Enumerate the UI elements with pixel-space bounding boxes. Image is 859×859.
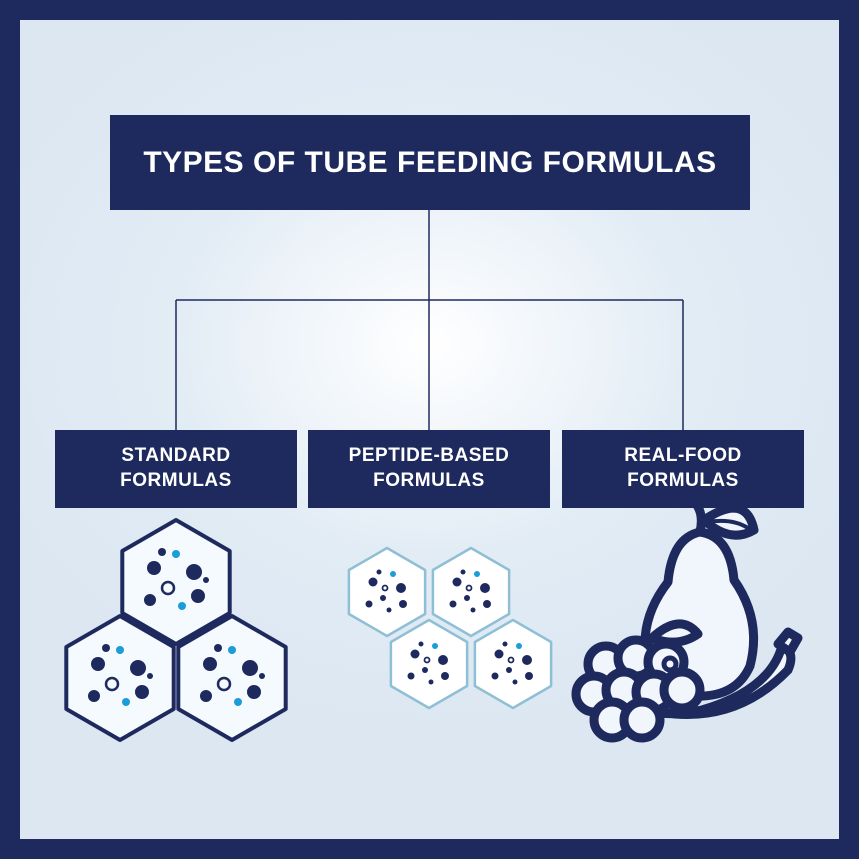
category-label: PEPTIDE-BASED FORMULAS	[349, 444, 510, 493]
label-line1: REAL-FOOD	[624, 445, 741, 466]
diagram-frame: TYPES OF TUBE FEEDING FORMULAS STANDARD …	[0, 0, 859, 859]
category-peptide: PEPTIDE-BASED FORMULAS	[308, 430, 550, 508]
category-label: STANDARD FORMULAS	[120, 444, 232, 493]
label-line1: STANDARD	[121, 445, 230, 466]
category-standard: STANDARD FORMULAS	[55, 430, 297, 508]
title-box: TYPES OF TUBE FEEDING FORMULAS	[110, 115, 750, 210]
label-line2: FORMULAS	[373, 470, 485, 491]
label-line1: PEPTIDE-BASED	[349, 445, 510, 466]
label-line2: FORMULAS	[120, 470, 232, 491]
category-realfood: REAL-FOOD FORMULAS	[562, 430, 804, 508]
label-line2: FORMULAS	[627, 470, 739, 491]
title-text: TYPES OF TUBE FEEDING FORMULAS	[143, 146, 716, 180]
category-label: REAL-FOOD FORMULAS	[624, 444, 741, 493]
